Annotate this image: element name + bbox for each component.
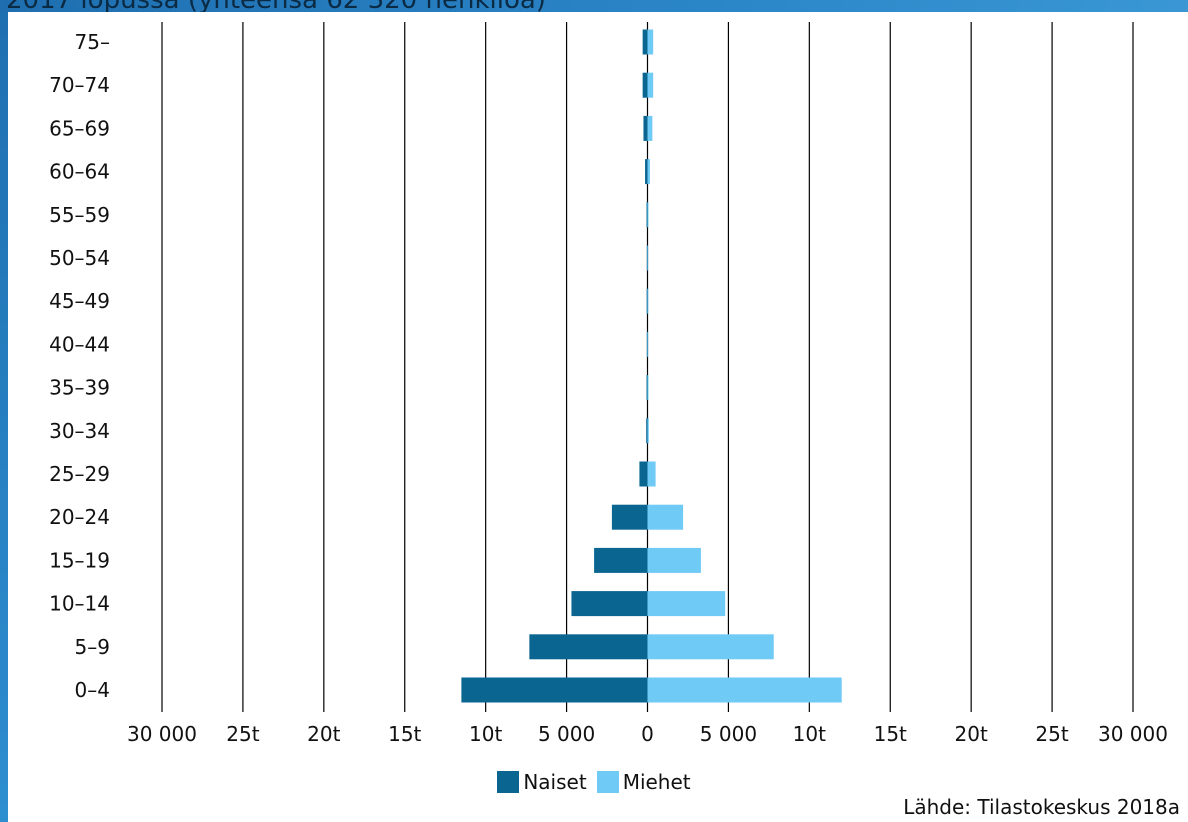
legend-label-female: Naiset [523, 770, 587, 794]
x-tick-label: 20t [307, 722, 340, 746]
y-tick-label: 50–54 [49, 246, 110, 270]
y-tick-label: 30–34 [49, 419, 110, 443]
bar-male [647, 677, 842, 703]
bar-female [643, 115, 648, 141]
bar-male [647, 418, 649, 444]
y-tick-label: 40–44 [49, 332, 110, 356]
legend-label-male: Miehet [622, 770, 691, 794]
bar-male [647, 288, 649, 314]
y-tick-label: 65–69 [49, 116, 110, 140]
x-tick-label: 10t [469, 722, 502, 746]
bar-female [645, 159, 648, 185]
bar-male [647, 591, 726, 617]
bar-male [647, 547, 701, 573]
bar-male [647, 331, 649, 357]
bar-male [647, 72, 654, 98]
y-tick-label: 5–9 [75, 635, 110, 659]
bar-female [639, 461, 648, 487]
x-tick-label: 20t [955, 722, 988, 746]
bar-female [571, 591, 648, 617]
bar-female [594, 547, 648, 573]
y-tick-label: 55–59 [49, 203, 110, 227]
y-tick-label: 60–64 [49, 160, 110, 184]
legend-swatch-male [596, 771, 619, 793]
bar-female [646, 375, 648, 401]
bar-male [647, 634, 774, 660]
legend: Naiset Miehet [0, 770, 1188, 794]
legend-item-female: Naiset [497, 770, 587, 794]
y-tick-label: 20–24 [49, 505, 110, 529]
y-tick-label: 75– [75, 30, 110, 54]
x-tick-label: 30 000 [127, 722, 197, 746]
x-tick-label: 25t [226, 722, 259, 746]
bar-female [646, 245, 648, 271]
y-tick-label: 10–14 [49, 592, 110, 616]
y-tick-label: 25–29 [49, 462, 110, 486]
y-tick-label: 45–49 [49, 289, 110, 313]
x-tick-label: 10t [793, 722, 826, 746]
legend-item-male: Miehet [596, 770, 691, 794]
bar-female [642, 72, 648, 98]
bar-male [647, 159, 650, 185]
y-tick-label: 15–19 [49, 548, 110, 572]
bar-female [611, 504, 648, 530]
bar-female [642, 29, 648, 55]
bar-female [646, 331, 648, 357]
bar-male [647, 115, 653, 141]
bar-male [647, 202, 649, 228]
legend-swatch-female [497, 771, 520, 793]
bar-male [647, 29, 654, 55]
bar-male [647, 375, 649, 401]
x-tick-label: 15t [874, 722, 907, 746]
chart-title: 2017 lopussa (yhteensä 62 320 henkilöä) [6, 0, 546, 12]
x-tick-label: 5 000 [538, 722, 595, 746]
bar-male [647, 245, 649, 271]
bar-male [647, 504, 684, 530]
bar-male [647, 461, 656, 487]
left-edge-band [0, 0, 8, 822]
x-tick-label: 15t [388, 722, 421, 746]
y-tick-label: 0–4 [75, 678, 110, 702]
bar-female [646, 202, 648, 228]
y-tick-label: 70–74 [49, 73, 110, 97]
y-tick-label: 35–39 [49, 376, 110, 400]
bar-female [646, 288, 648, 314]
x-tick-label: 0 [641, 722, 654, 746]
x-tick-label: 25t [1035, 722, 1068, 746]
bar-female [461, 677, 648, 703]
x-tick-label: 5 000 [700, 722, 757, 746]
bar-female [529, 634, 648, 660]
x-tick-label: 30 000 [1098, 722, 1168, 746]
header-band: 2017 lopussa (yhteensä 62 320 henkilöä) [0, 0, 1188, 12]
bar-female [646, 418, 648, 444]
source-note: Lähde: Tilastokeskus 2018a [903, 795, 1180, 819]
